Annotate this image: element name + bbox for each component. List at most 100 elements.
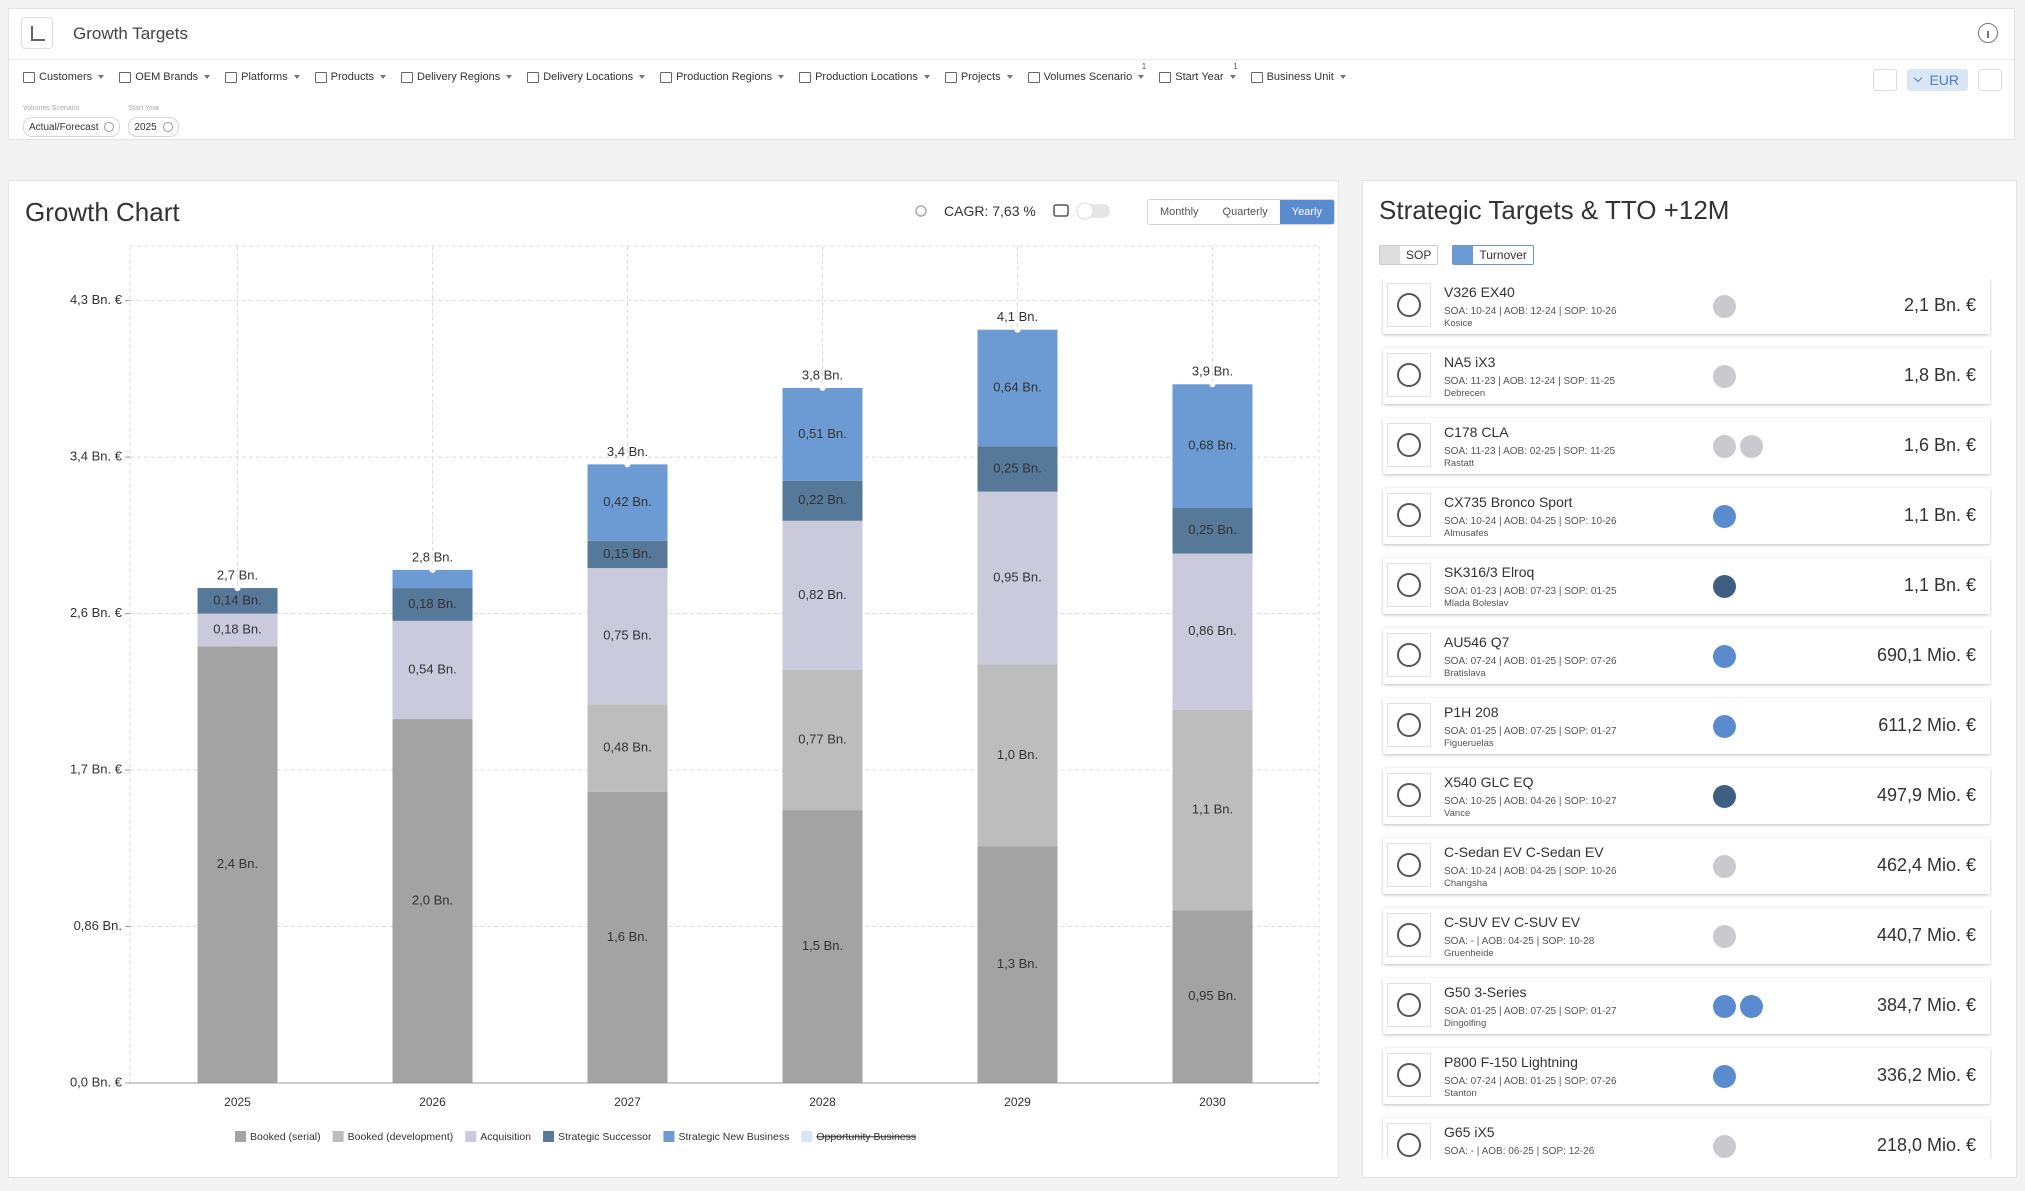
chip-group: Start Year 2025 [128,105,179,137]
value-label: 0,64 Bn. [993,379,1041,394]
target-row[interactable]: P1H 208 SOA: 01-25 | AOB: 07-25 | SOP: 01… [1383,698,1990,754]
legend-label[interactable]: Opportunity Business [816,1131,916,1143]
filter-label: Delivery Locations [543,71,634,83]
target-row[interactable]: NA5 iX3 SOA: 11-23 | AOB: 12-24 | SOP: 11… [1383,348,1990,404]
bar-segment [1172,910,1253,1083]
total-label: 4,1 Bn. [997,309,1038,324]
target-row[interactable]: CX735 Bronco Sport SOA: 10-24 | AOB: 04-2… [1383,488,1990,544]
status-icon [1713,1135,1736,1158]
page-title: Growth Targets [73,24,188,43]
sort-buttons: SOP Turnover [1379,245,1534,265]
status-icons [1713,995,1763,1018]
filter[interactable]: Production Locations [799,71,930,83]
legend-label[interactable]: Strategic New Business [678,1131,789,1143]
filter[interactable]: Platforms [225,71,300,83]
value-label: 0,54 Bn. [408,661,456,676]
bar-segment [197,588,278,614]
brand-logo [1387,913,1431,957]
legend-swatch [235,1131,246,1142]
sort-button[interactable]: SOP [1379,245,1439,265]
filter-caret [1006,75,1013,79]
period-button[interactable]: Monthly [1160,206,1199,218]
bar-segment [197,646,278,1083]
filter-chip[interactable]: Actual/Forecast [23,117,121,137]
filter-caret [1138,75,1145,79]
brand-logo [1387,843,1431,887]
filter[interactable]: Customers [23,71,105,83]
filter[interactable]: Projects [944,71,1013,83]
legend-label[interactable]: Strategic Successor [558,1131,652,1143]
target-location: Bratislava [1444,668,1486,679]
filter[interactable]: Products [314,71,387,83]
target-dates: SOA: - | AOB: 04-25 | SOP: 10-28 [1444,936,1595,947]
period-button[interactable]: Quarterly [1222,206,1268,218]
target-row[interactable]: AU546 Q7 SOA: 07-24 | AOB: 01-25 | SOP: 0… [1383,628,1990,684]
legend-label[interactable]: Booked (development) [348,1131,454,1143]
target-row[interactable]: C178 CLA SOA: 11-23 | AOB: 02-25 | SOP: 1… [1383,418,1990,474]
value-label: 0,18 Bn. [408,596,456,611]
currency-button[interactable]: EUR [1907,69,1968,91]
brand-logo [1387,633,1431,677]
filter-caret [506,75,513,79]
target-row[interactable]: SK316/3 Elroq SOA: 01-23 | AOB: 07-23 | S… [1383,558,1990,614]
chip-group: Volumes Scenario Actual/Forecast [23,105,121,137]
status-icon [1713,785,1736,808]
target-row[interactable]: P800 F-150 Lightning SOA: 07-24 | AOB: 01… [1383,1048,1990,1104]
target-value: 1,1 Bn. € [1903,505,1976,525]
chip-label: Start Year [128,105,160,112]
target-row[interactable]: C-Sedan EV C-Sedan EV SOA: 10-24 | AOB: 0… [1383,838,1990,894]
target-value: 2,1 Bn. € [1903,295,1976,315]
filter-icon [944,71,957,83]
period-switch: Monthly Quarterly Yearly [1147,199,1335,225]
target-location: Rastatt [1444,458,1475,469]
period-button[interactable]: Yearly [1279,200,1334,224]
status-icon [1713,995,1736,1018]
target-value: 384,7 Mio. € [1876,995,1976,1015]
status-icon [1713,1065,1736,1088]
target-value: 218,0 Mio. € [1876,1135,1976,1155]
bar-segment [782,387,863,481]
target-row[interactable]: G65 iX5 SOA: - | AOB: 06-25 | SOP: 12-26 2… [1383,1118,1990,1158]
filter[interactable]: Delivery Regions [401,71,513,83]
camera-icon[interactable] [1053,204,1069,217]
bar-segment [782,669,863,811]
info-icon[interactable] [1978,23,1998,43]
menu-icon[interactable] [21,17,53,49]
total-label: 3,4 Bn. [607,444,648,459]
target-location: Mlada Boleslav [1444,598,1509,609]
target-row[interactable]: C-SUV EV C-SUV EV SOA: - | AOB: 04-25 | S… [1383,908,1990,964]
filter[interactable]: Production Regions [660,71,785,83]
download-button[interactable] [1978,69,2002,91]
x-tick-label: 2025 [224,1095,251,1109]
target-dates: SOA: 01-25 | AOB: 07-25 | SOP: 01-27 [1444,726,1617,737]
value-label: 1,3 Bn. [997,956,1038,971]
filter-button[interactable] [1873,69,1898,91]
filter-icon [1250,71,1263,83]
filter[interactable]: Start Year 1 [1159,62,1238,83]
filter-label: Volumes Scenario [1043,71,1133,83]
legend-label[interactable]: Acquisition [480,1131,531,1143]
value-label: 1,5 Bn. [802,938,843,953]
sort-button[interactable]: Turnover [1452,245,1534,265]
filter[interactable]: OEM Brands [119,71,211,83]
filter[interactable]: Business Unit [1250,71,1346,83]
filter-caret [204,75,211,79]
filter-icon [225,71,238,83]
target-row[interactable]: V326 EX40 SOA: 10-24 | AOB: 12-24 | SOP: … [1383,278,1990,334]
filter[interactable]: Delivery Locations [527,71,646,83]
brand-logo [1387,983,1431,1027]
target-dates: SOA: 07-24 | AOB: 01-25 | SOP: 07-26 [1444,1076,1617,1087]
targets-title: Strategic Targets & TTO +12M [1379,195,1730,225]
value-label: 0,14 Bn. [213,592,261,607]
filter-chip[interactable]: 2025 [128,117,179,137]
target-row[interactable]: X540 GLC EQ SOA: 10-25 | AOB: 04-26 | SOP… [1383,768,1990,824]
legend-label[interactable]: Booked (serial) [250,1131,321,1143]
target-location: Kosice [1444,318,1473,329]
total-label: 3,8 Bn. [802,367,843,382]
filter[interactable]: Volumes Scenario 1 [1027,62,1146,83]
target-row[interactable]: G50 3-Series SOA: 01-25 | AOB: 07-25 | SO… [1383,978,1990,1034]
chip-remove[interactable] [104,122,115,132]
filter-label: Projects [960,71,1001,83]
value-label: 1,6 Bn. [607,929,648,944]
chip-remove[interactable] [162,122,173,132]
